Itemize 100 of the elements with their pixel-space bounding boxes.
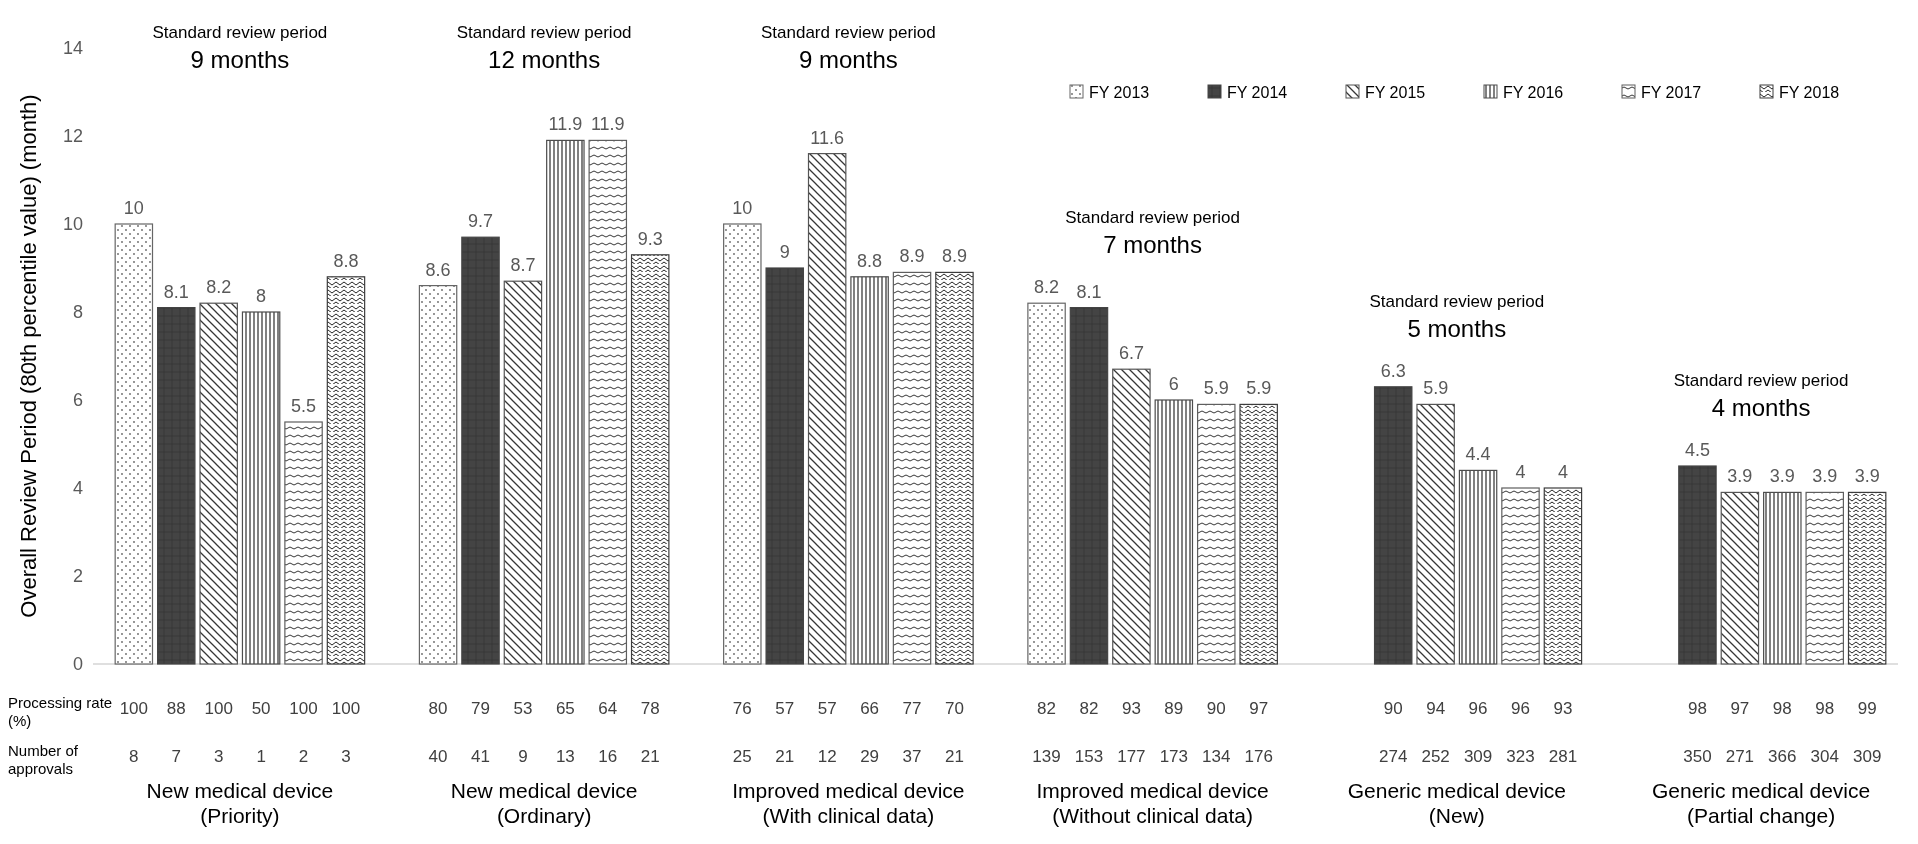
bar <box>1069 307 1109 665</box>
data-label: 5.9 <box>1246 378 1272 399</box>
data-label: 8 <box>256 286 267 306</box>
data-label: 8.2 <box>206 277 232 298</box>
bar <box>850 276 889 665</box>
data-label: 11.6 <box>810 127 845 148</box>
data-label: 3.9 <box>1727 466 1753 487</box>
bar <box>1458 469 1498 665</box>
data-label: 6.7 <box>1118 343 1144 364</box>
data-label: 3.9 <box>1854 466 1880 487</box>
data-label: 8.6 <box>425 259 451 280</box>
text: 350 271 366 304 309 <box>1683 747 1882 766</box>
legend-label: FY 2015 <box>1365 83 1426 101</box>
annotation: Standard review period 5 months <box>1369 291 1545 342</box>
text: Number of approvals <box>8 742 79 777</box>
annotation: Standard review period 9 months <box>760 23 936 73</box>
data-label: 9.7 <box>467 211 494 232</box>
legend-label: FY 2014 <box>1227 83 1288 101</box>
y-tick-label: 12 <box>62 126 83 147</box>
y-tick-label: 0 <box>72 654 83 675</box>
annotation: Standard review period 12 months <box>456 23 632 73</box>
data-label: 5.9 <box>1203 378 1229 399</box>
data-label: 5.5 <box>291 396 317 416</box>
bar <box>1196 403 1236 665</box>
data-label: 11.9 <box>590 114 625 135</box>
legend-label: FY 2018 <box>1779 83 1840 101</box>
legend-label: FY 2016 <box>1503 83 1564 101</box>
bar <box>461 236 500 665</box>
text: 139 153 177 173 134 176 <box>1032 747 1273 766</box>
bar <box>157 307 196 665</box>
bar <box>1678 465 1717 665</box>
text: 82 82 93 89 90 97 <box>1037 699 1269 718</box>
x-tick-label: New medical device (Priority) <box>146 779 334 827</box>
data-label: 3.9 <box>1769 466 1795 487</box>
data-label: 5.9 <box>1423 378 1449 399</box>
text: 8 7 3 1 2 3 <box>129 747 351 766</box>
bar <box>418 285 458 665</box>
data-label: 8.9 <box>899 246 925 267</box>
x-tick-label: Improved medical device (With clinical data) <box>732 779 965 827</box>
bar <box>1501 487 1540 665</box>
data-label: 8.8 <box>333 250 359 271</box>
bar <box>630 254 670 665</box>
bar <box>588 139 628 665</box>
y-tick-label: 10 <box>62 214 83 235</box>
annotation: Standard review period 9 months <box>152 23 328 73</box>
y-tick-label: 6 <box>72 390 83 411</box>
bar <box>199 302 238 665</box>
data-label: 11.9 <box>548 114 583 135</box>
bar <box>1373 386 1413 665</box>
bar <box>503 280 543 665</box>
bar <box>1847 491 1887 665</box>
bar <box>1805 491 1845 665</box>
x-tick-label: Improved medical device (Without clinical data) <box>1036 779 1269 827</box>
data-label: 8.2 <box>1034 277 1060 298</box>
data-label: 6 <box>1168 374 1179 394</box>
data-label: 8.8 <box>857 250 883 271</box>
x-tick-label: Generic medical device (New) <box>1347 779 1566 827</box>
bar <box>241 311 281 665</box>
bar <box>1239 403 1278 665</box>
data-label: 6.3 <box>1380 360 1406 381</box>
bar <box>114 223 154 665</box>
text: 25 21 12 29 37 21 <box>732 747 964 766</box>
data-label: 3.9 <box>1812 466 1838 487</box>
bar <box>326 276 366 665</box>
data-label: 10 <box>123 198 144 218</box>
x-tick-label: Generic medical device (Partial change) <box>1651 779 1871 827</box>
data-label: 8.9 <box>941 246 967 267</box>
text: 76 57 57 66 77 70 <box>732 699 964 718</box>
bar <box>1543 487 1583 665</box>
data-label: 4 <box>1557 462 1568 482</box>
bar <box>935 271 974 665</box>
text: 274 252 309 323 281 <box>1379 747 1578 766</box>
data-label: 9 <box>779 242 790 262</box>
text: 98 97 98 98 99 <box>1687 699 1877 718</box>
bar <box>1720 491 1760 665</box>
bar <box>765 267 805 665</box>
data-label: 9.3 <box>637 228 663 249</box>
legend-label: FY 2013 <box>1089 83 1150 101</box>
bar <box>723 223 762 665</box>
bar <box>807 153 847 665</box>
y-tick-label: 14 <box>62 38 83 59</box>
data-label: 4.4 <box>1465 444 1491 465</box>
bar <box>1416 403 1455 665</box>
legend-label: FY 2017 <box>1641 83 1702 101</box>
y-tick-label: 4 <box>72 478 83 499</box>
data-label: 8.7 <box>510 255 536 276</box>
y-tick-label: 2 <box>72 566 83 587</box>
data-label: 4.5 <box>1684 440 1710 460</box>
x-tick-label: New medical device (Ordinary) <box>450 779 638 827</box>
text: 90 94 96 96 93 <box>1383 699 1573 718</box>
bar <box>1112 368 1151 665</box>
data-label: 8.1 <box>163 281 189 302</box>
bar <box>1763 491 1802 665</box>
y-tick-label: 8 <box>72 302 83 323</box>
text: 100 88 100 50 100 100 <box>119 699 361 718</box>
text: Processing rate (%) <box>8 694 113 729</box>
data-label: 4 <box>1515 462 1526 482</box>
data-label: 8.1 <box>1076 281 1102 302</box>
annotation: Standard review period 4 months <box>1673 371 1849 421</box>
bar <box>546 139 585 665</box>
